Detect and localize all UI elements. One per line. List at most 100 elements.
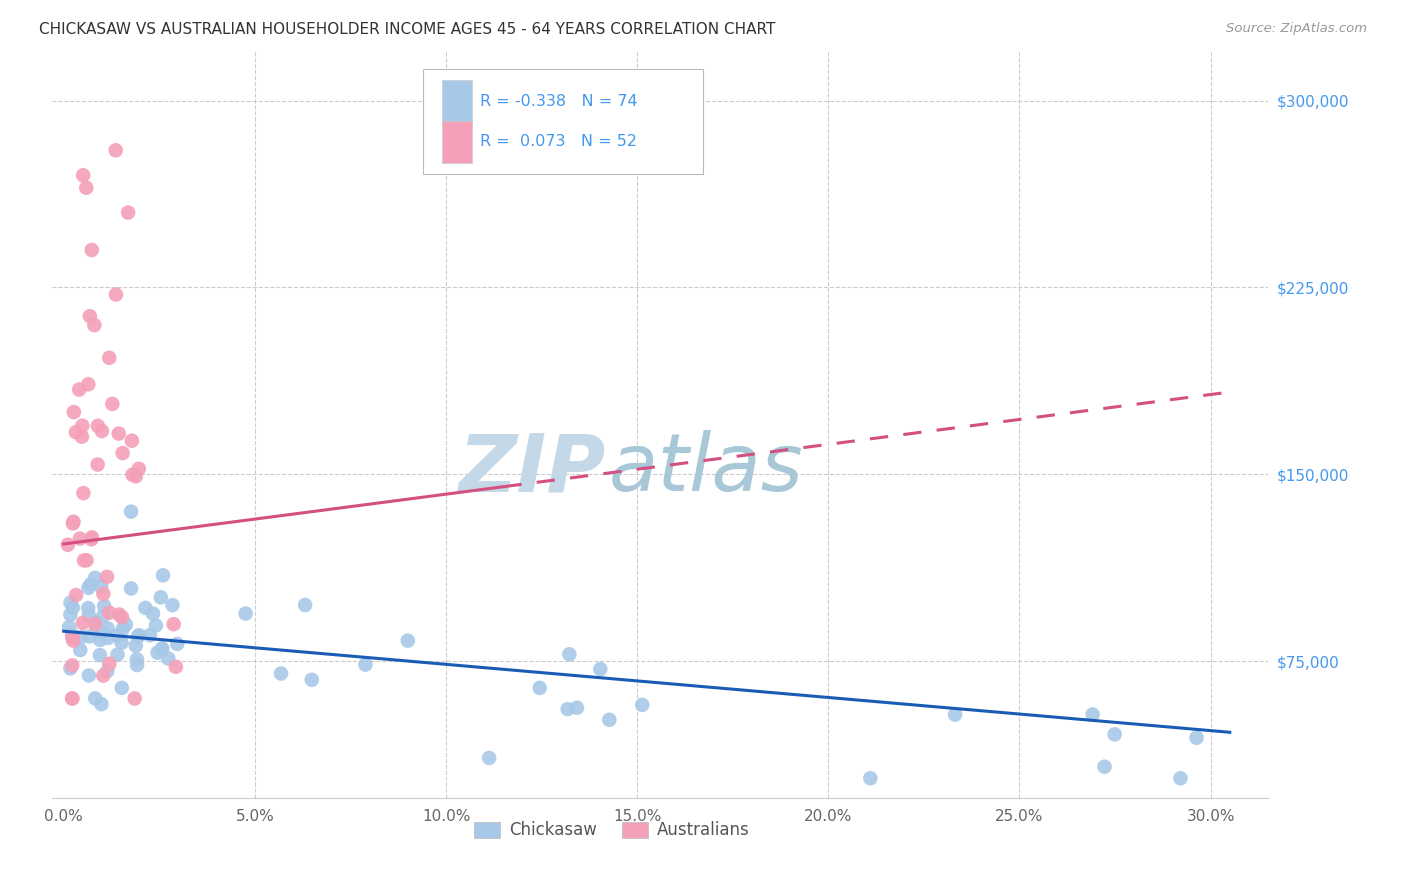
Point — [90, 424, 112, 438]
Point — [84, 624, 107, 639]
FancyBboxPatch shape — [443, 120, 471, 163]
Point — [1081, 707, 1104, 722]
Point — [79, 577, 101, 591]
Point — [65, 425, 87, 440]
Point — [89, 632, 111, 647]
Point — [79, 309, 101, 323]
Point — [97, 631, 120, 645]
Point — [67, 383, 90, 397]
Point — [72, 486, 94, 500]
Point — [301, 673, 323, 687]
Point — [128, 628, 150, 642]
Point — [127, 630, 149, 644]
Point — [56, 538, 79, 552]
Point — [124, 691, 146, 706]
Point — [270, 666, 292, 681]
Point — [98, 606, 121, 620]
Point — [58, 620, 80, 634]
Point — [859, 771, 882, 785]
Point — [76, 553, 98, 567]
Point — [69, 643, 91, 657]
Point — [72, 168, 94, 182]
Point — [62, 516, 84, 531]
Point — [96, 664, 118, 678]
Point — [70, 430, 93, 444]
Point — [98, 351, 121, 365]
Point — [104, 144, 127, 158]
Point — [145, 618, 167, 632]
FancyBboxPatch shape — [443, 80, 471, 123]
Point — [89, 648, 111, 662]
Point — [62, 633, 84, 648]
Point — [111, 681, 134, 695]
Point — [478, 751, 501, 765]
Point — [83, 617, 105, 632]
Point — [73, 553, 96, 567]
Point — [72, 418, 94, 433]
Point — [96, 570, 118, 584]
Point — [152, 568, 174, 582]
Point — [150, 641, 173, 656]
Point — [70, 630, 93, 644]
Point — [121, 434, 143, 448]
Point — [77, 668, 100, 682]
Point — [1170, 771, 1192, 785]
Text: ZIP: ZIP — [458, 430, 606, 508]
Point — [150, 641, 173, 656]
Point — [107, 426, 129, 441]
Point — [117, 205, 139, 219]
Point — [557, 702, 579, 716]
Point — [83, 318, 105, 332]
Point — [127, 658, 149, 673]
Point — [80, 243, 103, 257]
Point — [162, 598, 184, 612]
Point — [128, 462, 150, 476]
Point — [149, 591, 172, 605]
Point — [59, 596, 82, 610]
Point — [93, 599, 115, 613]
Point — [146, 646, 169, 660]
Point — [75, 180, 97, 194]
Point — [396, 633, 419, 648]
Point — [84, 615, 107, 629]
Text: R =  0.073   N = 52: R = 0.073 N = 52 — [481, 135, 637, 149]
Point — [558, 647, 581, 661]
Point — [294, 598, 316, 612]
Text: R = -0.338   N = 74: R = -0.338 N = 74 — [481, 94, 638, 109]
Point — [110, 636, 132, 650]
Point — [139, 628, 162, 642]
Point — [529, 681, 551, 695]
Point — [62, 600, 84, 615]
Point — [80, 530, 103, 544]
Point — [84, 691, 107, 706]
Point — [77, 377, 100, 392]
Point — [59, 661, 82, 675]
Point — [60, 658, 83, 673]
FancyBboxPatch shape — [423, 70, 703, 174]
Point — [142, 607, 165, 621]
Legend: Chickasaw, Australians: Chickasaw, Australians — [467, 814, 756, 846]
Point — [60, 631, 83, 645]
Point — [77, 608, 100, 623]
Point — [166, 637, 188, 651]
Point — [121, 467, 143, 482]
Point — [87, 418, 110, 433]
Point — [63, 405, 86, 419]
Point — [80, 533, 103, 547]
Point — [125, 652, 148, 666]
Point — [163, 617, 186, 632]
Point — [943, 707, 966, 722]
Point — [1185, 731, 1208, 745]
Text: CHICKASAW VS AUSTRALIAN HOUSEHOLDER INCOME AGES 45 - 64 YEARS CORRELATION CHART: CHICKASAW VS AUSTRALIAN HOUSEHOLDER INCO… — [39, 22, 776, 37]
Point — [157, 651, 180, 665]
Point — [165, 660, 187, 674]
Point — [354, 657, 377, 672]
Point — [565, 700, 588, 714]
Point — [107, 648, 129, 662]
Point — [60, 628, 83, 642]
Point — [1094, 760, 1116, 774]
Point — [93, 608, 115, 623]
Text: Source: ZipAtlas.com: Source: ZipAtlas.com — [1226, 22, 1367, 36]
Point — [72, 615, 94, 630]
Point — [90, 624, 112, 639]
